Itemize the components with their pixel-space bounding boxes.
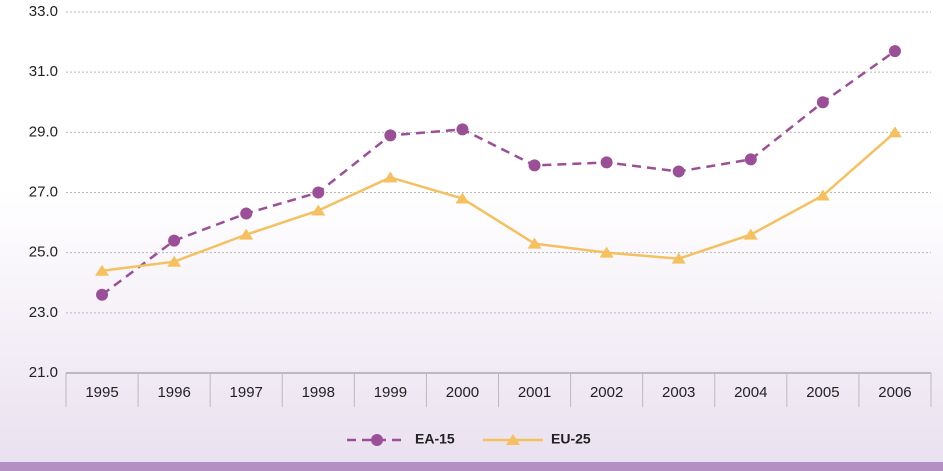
x-tick-label: 2001 xyxy=(518,384,551,401)
point xyxy=(600,156,613,169)
x-tick-label: 1997 xyxy=(230,384,263,401)
point xyxy=(527,237,542,249)
point xyxy=(672,165,685,178)
x-tick-label: 1998 xyxy=(302,384,335,401)
y-tick-label: 33.0 xyxy=(29,3,58,20)
point xyxy=(383,171,398,183)
bottom-band xyxy=(0,462,943,471)
y-tick-label: 27.0 xyxy=(29,183,58,200)
x-tick-label: 2004 xyxy=(734,384,767,401)
point xyxy=(384,129,397,142)
x-tick-label: 2002 xyxy=(590,384,623,401)
point xyxy=(815,189,830,201)
legend-marker xyxy=(506,434,520,445)
x-tick-label: 1999 xyxy=(374,384,407,401)
point xyxy=(95,264,110,276)
legend-marker xyxy=(371,434,383,446)
point xyxy=(599,246,614,258)
point xyxy=(239,228,254,240)
point xyxy=(816,96,829,109)
x-tick-label: 2003 xyxy=(662,384,695,401)
series-line xyxy=(101,50,896,296)
point xyxy=(743,228,758,240)
point xyxy=(167,255,182,267)
point xyxy=(312,186,325,199)
x-tick-label: 1996 xyxy=(157,384,190,401)
x-tick-label: 1995 xyxy=(85,384,118,401)
y-tick-label: 25.0 xyxy=(29,244,58,261)
y-tick-label: 29.0 xyxy=(29,123,58,140)
point xyxy=(671,252,686,264)
x-tick-label: 2000 xyxy=(446,384,479,401)
y-tick-label: 23.0 xyxy=(29,304,58,321)
point xyxy=(455,192,470,204)
point xyxy=(311,204,326,216)
legend-label: EU-25 xyxy=(551,431,591,447)
x-tick-label: 2005 xyxy=(806,384,839,401)
point xyxy=(528,159,541,172)
y-tick-label: 31.0 xyxy=(29,63,58,80)
point xyxy=(168,234,181,247)
y-tick-label: 21.0 xyxy=(29,364,58,381)
legend: EA-15 EU-25 xyxy=(347,431,591,447)
point xyxy=(888,45,901,58)
point xyxy=(96,288,109,301)
point xyxy=(456,123,469,136)
point xyxy=(240,207,253,220)
legend-label: EA-15 xyxy=(415,431,455,447)
point xyxy=(744,153,757,166)
point xyxy=(887,126,902,138)
x-tick-label: 2006 xyxy=(878,384,911,401)
series-line xyxy=(101,131,896,272)
